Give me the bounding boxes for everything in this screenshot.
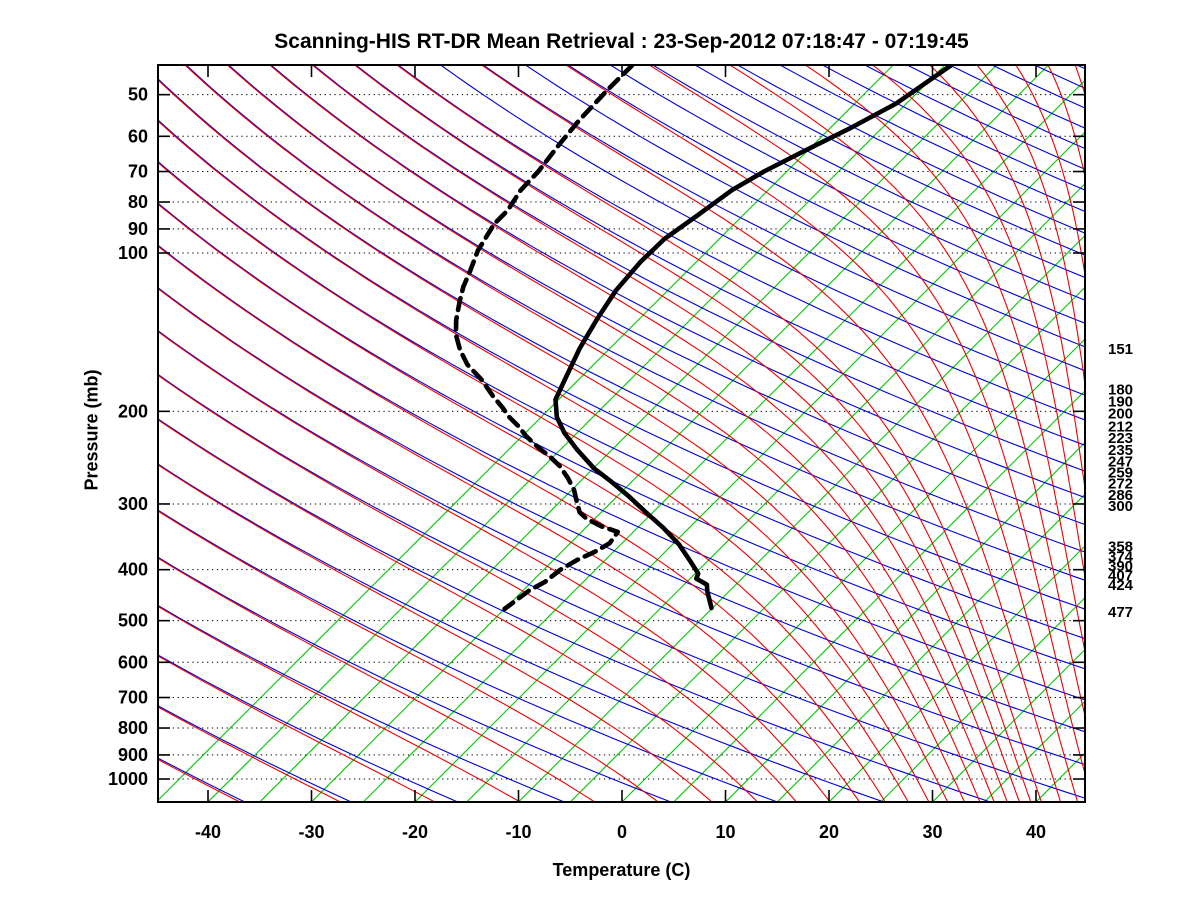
temperature-curve — [553, 65, 954, 611]
x-axis-label: Temperature (C) — [552, 860, 691, 880]
right-pressure-label: 223 — [1108, 430, 1133, 447]
y-axis-label: Pressure (mb) — [81, 369, 102, 491]
right-pressure-label: 358 — [1108, 538, 1133, 555]
right-pressure-label: 151 — [1108, 341, 1133, 358]
y-tick-label: 600 — [118, 652, 148, 672]
right-pressure-label: 190 — [1108, 394, 1133, 411]
y-tick-label: 500 — [118, 611, 148, 631]
x-tick-label: -20 — [402, 822, 428, 842]
y-tick-label: 50 — [128, 85, 148, 105]
y-tick-label: 200 — [118, 401, 148, 421]
right-pressure-label: 424 — [1108, 577, 1134, 594]
x-tick-label: -10 — [505, 822, 531, 842]
right-pressure-label: 390 — [1108, 558, 1133, 575]
y-tick-label: 900 — [118, 745, 148, 765]
x-tick-label: -40 — [195, 822, 221, 842]
x-tick-label: -30 — [298, 822, 324, 842]
y-tick-label: 80 — [128, 192, 148, 212]
y-tick-label: 100 — [118, 243, 148, 263]
axis-ticks — [158, 65, 1085, 802]
right-pressure-label: 259 — [1108, 464, 1133, 481]
right-pressure-label: 247 — [1108, 454, 1133, 471]
right-pressure-label: 272 — [1108, 476, 1133, 493]
pressure-gridlines — [158, 94, 1085, 780]
y-tick-label: 300 — [118, 494, 148, 514]
x-tick-label: 30 — [922, 822, 942, 842]
dewpoint-curve — [453, 65, 635, 612]
plot-area — [158, 65, 1085, 802]
right-pressure-label: 235 — [1108, 442, 1133, 459]
right-pressure-label: 407 — [1108, 568, 1133, 585]
right-pressure-label: 200 — [1108, 405, 1133, 422]
y-tick-label: 1000 — [108, 769, 148, 789]
right-pressure-label: 374 — [1108, 548, 1134, 565]
right-pressure-label: 300 — [1108, 498, 1133, 515]
y-tick-label: 400 — [118, 560, 148, 580]
y-tick-labels: 50 60 70 80 90 100 200 300 400 500 600 700 800 900 100… — [108, 85, 148, 789]
right-pressure-label: 180 — [1108, 381, 1133, 398]
x-tick-label: 40 — [1026, 822, 1046, 842]
y-tick-label: 60 — [128, 126, 148, 146]
x-tick-label: 10 — [715, 822, 735, 842]
y-tick-label: 70 — [128, 162, 148, 182]
right-pressure-label: 477 — [1108, 604, 1133, 621]
x-tick-label: 0 — [617, 822, 627, 842]
right-pressure-label: 286 — [1108, 487, 1133, 504]
y-tick-label: 700 — [118, 688, 148, 708]
y-tick-label: 800 — [118, 718, 148, 738]
right-pressure-labels: 1511801902002122232352472592722863003583… — [1108, 341, 1134, 621]
right-pressure-label: 212 — [1108, 419, 1133, 436]
x-tick-labels: -40 -30 -20 -10 0 10 20 30 40 — [195, 822, 1046, 842]
dry-adiabat-lines — [158, 65, 1085, 802]
moist-adiabat-lines — [158, 65, 1085, 802]
y-tick-label: 90 — [128, 219, 148, 239]
x-tick-label: 20 — [819, 822, 839, 842]
chart-title: Scanning-HIS RT-DR Mean Retrieval : 23-S… — [274, 30, 969, 53]
